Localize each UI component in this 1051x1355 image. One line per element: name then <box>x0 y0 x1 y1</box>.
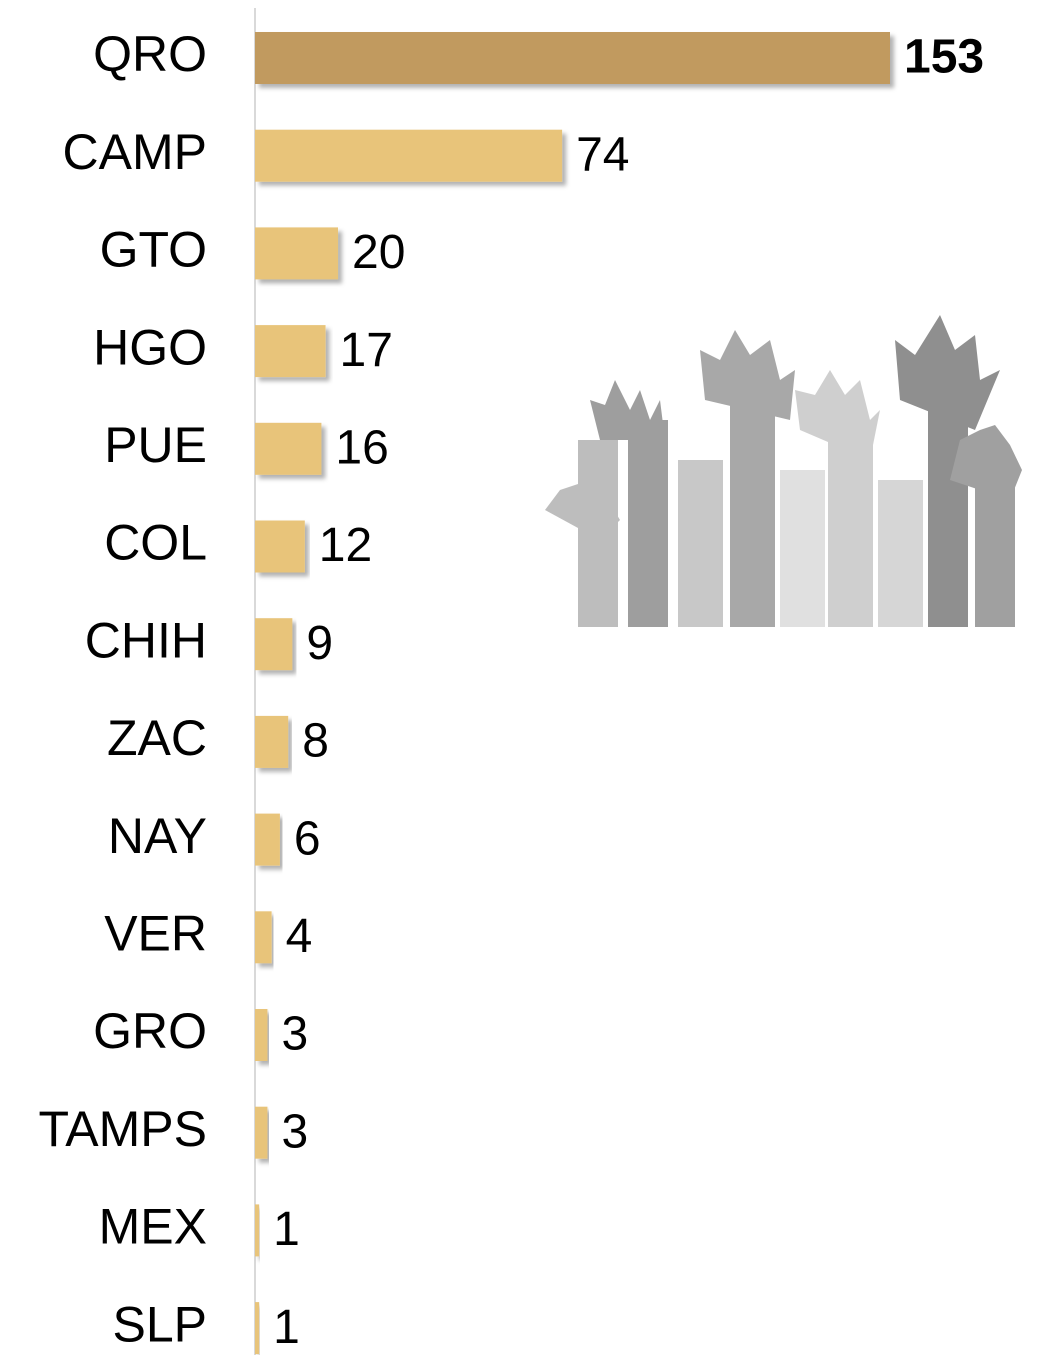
bar <box>255 129 563 182</box>
value-label: 1 <box>273 1301 300 1354</box>
bar <box>255 618 293 671</box>
bar <box>255 813 280 866</box>
value-label: 9 <box>306 617 333 670</box>
bar <box>255 520 305 573</box>
category-label: HGO <box>93 319 207 375</box>
value-label: 74 <box>576 128 629 181</box>
category-label: SLP <box>112 1296 207 1352</box>
category-label: CAMP <box>63 124 207 180</box>
bar <box>255 1302 260 1355</box>
category-label: NAY <box>108 808 207 864</box>
bar <box>255 227 339 280</box>
bar <box>255 422 322 475</box>
value-label: 8 <box>302 715 329 768</box>
bar <box>255 32 890 84</box>
hands-illustration <box>545 315 1022 627</box>
value-label: 3 <box>281 1008 308 1061</box>
category-label: ZAC <box>107 710 207 766</box>
category-label: MEX <box>99 1199 207 1255</box>
category-label: CHIH <box>85 612 207 668</box>
value-label: 12 <box>319 519 372 572</box>
category-label: TAMPS <box>38 1101 207 1157</box>
bar <box>255 1204 260 1257</box>
value-label: 1 <box>273 1203 300 1256</box>
value-label: 6 <box>294 812 321 865</box>
bar <box>255 1009 268 1061</box>
category-label: GTO <box>100 222 207 278</box>
bar <box>255 911 272 964</box>
value-label: 153 <box>904 31 984 84</box>
bar <box>255 325 326 378</box>
category-label: PUE <box>104 417 207 473</box>
category-label: QRO <box>93 26 207 82</box>
value-label: 20 <box>352 226 405 279</box>
category-label: VER <box>104 906 207 962</box>
category-label: COL <box>104 515 207 571</box>
value-label: 4 <box>286 910 313 963</box>
category-label: GRO <box>93 1003 207 1059</box>
value-label: 3 <box>281 1105 308 1158</box>
bar <box>255 715 289 768</box>
value-label: 16 <box>335 421 388 474</box>
value-label: 17 <box>340 324 393 377</box>
bar <box>255 1106 268 1159</box>
